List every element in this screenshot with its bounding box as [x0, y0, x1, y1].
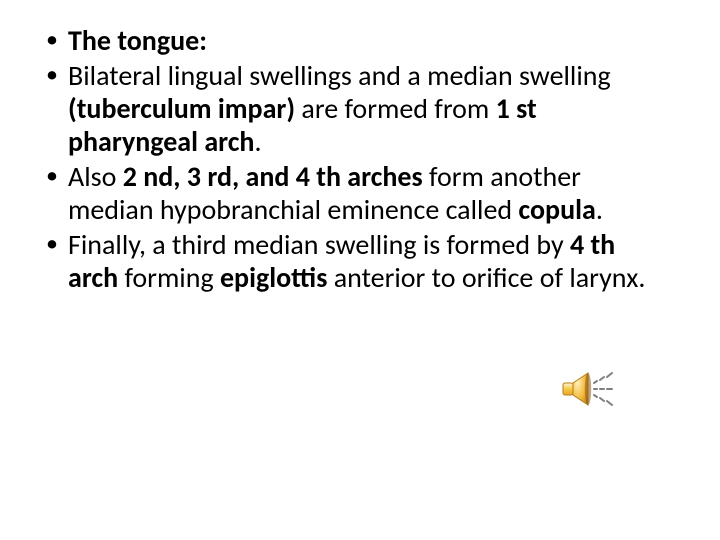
text-run: epiglottis	[220, 260, 334, 295]
bullet-item: Finally, a third median swelling is form…	[40, 228, 660, 294]
text-run: anterior to orifice of larynx.	[334, 260, 646, 295]
slide: The tongue:Bilateral lingual swellings a…	[0, 0, 720, 540]
text-run: 2 nd, 3 rd, and 4 th arches	[123, 159, 429, 194]
bullet-item: Bilateral lingual swellings and a median…	[40, 59, 660, 158]
bullet-item: Also 2 nd, 3 rd, and 4 th arches form an…	[40, 160, 660, 226]
text-run: copula	[518, 192, 595, 227]
text-run: forming	[124, 260, 220, 295]
bullet-item: The tongue:	[40, 24, 660, 57]
speaker-icon	[561, 368, 615, 410]
text-run: .	[254, 124, 261, 159]
bullet-list: The tongue:Bilateral lingual swellings a…	[40, 24, 660, 294]
text-run: Also	[68, 159, 123, 194]
text-run: The tongue:	[68, 23, 207, 58]
text-run: are formed from	[301, 91, 495, 126]
text-run: (tuberculum impar)	[68, 91, 301, 126]
text-run: Finally, a third median swelling is form…	[68, 227, 570, 262]
text-run: Bilateral lingual swellings and a median…	[68, 58, 611, 93]
text-run: .	[596, 192, 603, 227]
